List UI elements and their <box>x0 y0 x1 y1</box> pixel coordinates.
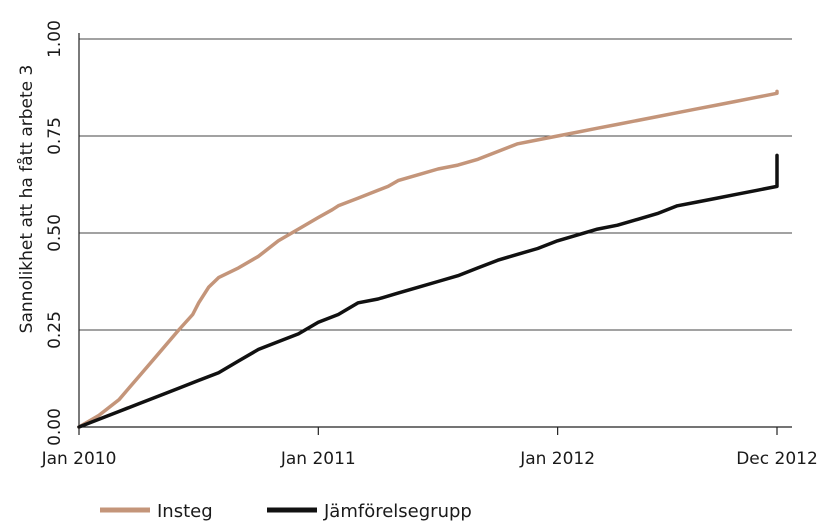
series-line-jamforelsegrupp <box>77 153 779 429</box>
x-tick-label: Jan 2012 <box>519 449 595 469</box>
y-tick-label: 0.75 <box>45 117 65 155</box>
legend-label: Jämförelsegrupp <box>323 501 472 521</box>
legend: Insteg Jämförelsegrupp <box>100 501 472 521</box>
x-tick-label: Jan 2011 <box>280 449 356 469</box>
gridlines <box>79 38 792 331</box>
series-layer <box>77 89 779 429</box>
y-tick-label: 1.00 <box>45 20 65 58</box>
y-tick-label: 0.25 <box>45 311 65 349</box>
axes <box>78 33 792 435</box>
series-line-insteg <box>77 89 779 429</box>
legend-label: Insteg <box>157 501 213 521</box>
x-tick-label: Dec 2012 <box>736 449 818 469</box>
y-tick-label: 0.00 <box>45 408 65 446</box>
y-axis-title: Sannolikhet att ha fått arbete 3 <box>16 65 37 334</box>
tick-labels: 0.00 0.25 0.50 0.75 1.00 Jan 2010 Jan 2011 Jan … <box>41 20 818 469</box>
y-tick-label: 0.50 <box>45 214 65 252</box>
x-tick-label: Jan 2010 <box>41 449 117 469</box>
